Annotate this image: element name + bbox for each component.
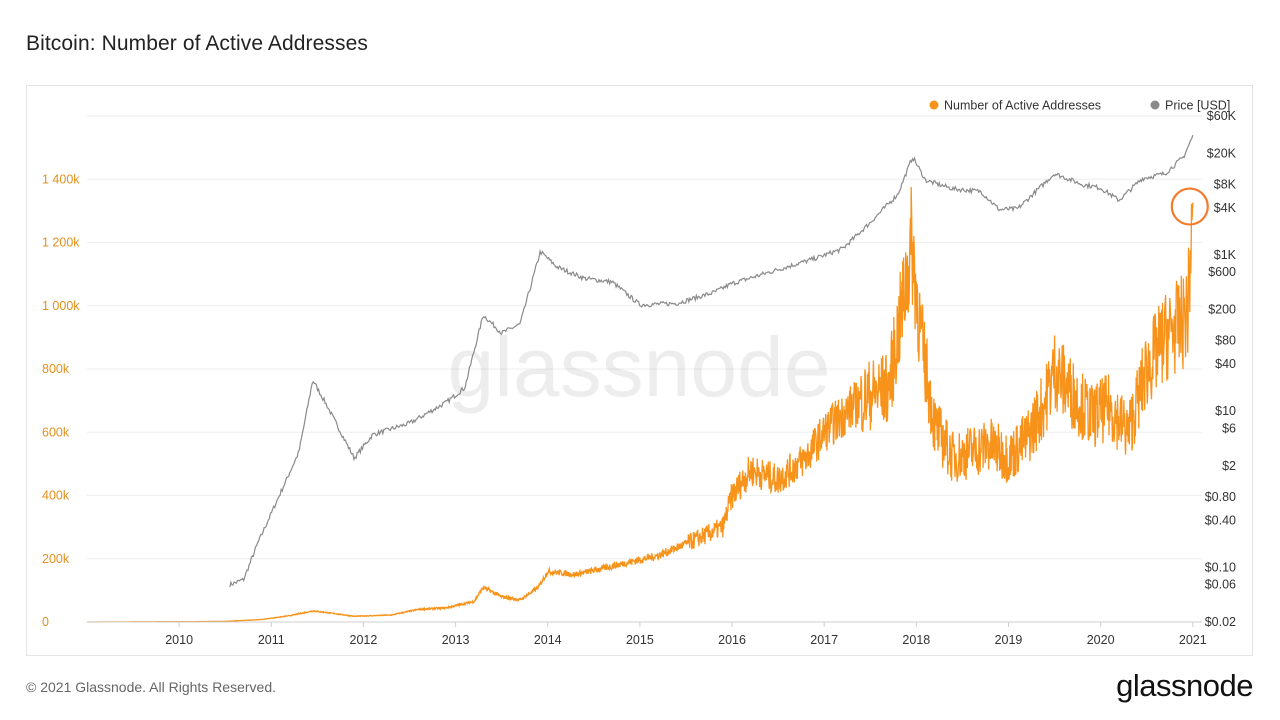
x-tick-label: 2015 (626, 633, 654, 647)
y-right-tick-label: $200 (1208, 303, 1236, 317)
y-right-tick-label: $0.10 (1205, 560, 1236, 574)
y-right-tick-label: $20K (1207, 146, 1237, 160)
active-addresses-series-line (87, 186, 1194, 623)
x-tick-label: 2021 (1179, 633, 1207, 647)
y-right-tick-label: $0.40 (1205, 513, 1236, 527)
chart-svg: glassnode 0 200k 400k 600k 800k 1 000k 1 200k 1… (42, 99, 1237, 648)
y-right-tick-label: $0.06 (1205, 578, 1236, 592)
x-tick-label: 2014 (534, 633, 562, 647)
y-right-tick-label: $6 (1222, 421, 1236, 435)
y-right-tick-label: $60K (1207, 109, 1237, 123)
y-left-tick-label: 400k (42, 489, 70, 503)
y-left-tick-label: 1 400k (42, 172, 80, 186)
y-right-tick-label: $2 (1222, 459, 1236, 473)
y-left-tick-label: 1 200k (42, 236, 80, 250)
x-tick-label: 2019 (995, 633, 1023, 647)
x-tick-label: 2020 (1087, 633, 1115, 647)
y-right-tick-label: $0.02 (1205, 615, 1236, 629)
legend-marker-price (1150, 100, 1160, 110)
y-right-tick-label: $8K (1214, 177, 1237, 191)
legend-label-price: Price [USD] (1165, 99, 1230, 113)
chart-frame: glassnode 0 200k 400k 600k 800k 1 000k 1 200k 1… (26, 85, 1253, 656)
chart-title: Bitcoin: Number of Active Addresses (26, 32, 368, 55)
y-right-tick-label: $1K (1214, 248, 1237, 262)
y-right-tick-label: $80 (1215, 334, 1236, 348)
y-left-tick-label: 800k (42, 362, 70, 376)
legend-marker-active-addresses (929, 100, 939, 110)
x-tick-label: 2011 (258, 633, 285, 647)
glassnode-logo: glassnode (1116, 668, 1253, 703)
y-left-tick-label: 0 (42, 615, 49, 629)
y-left-tick-label: 600k (42, 425, 70, 439)
y-right-tick-label: $40 (1215, 357, 1236, 371)
x-tick-label: 2018 (902, 633, 930, 647)
highlight-circle (1170, 187, 1209, 226)
y-left-tick-label: 200k (42, 552, 70, 566)
x-tick-label: 2013 (442, 633, 470, 647)
x-tick-label: 2016 (718, 633, 746, 647)
y-right-tick-label: $4K (1214, 201, 1237, 215)
x-tick-label: 2017 (810, 633, 838, 647)
x-tick-label: 2012 (350, 633, 378, 647)
y-right-tick-label: $10 (1215, 404, 1236, 418)
x-tick-label: 2010 (165, 633, 193, 647)
y-right-tick-label: $0.80 (1205, 490, 1236, 504)
watermark: glassnode (448, 320, 831, 414)
y-right-tick-label: $600 (1208, 265, 1236, 279)
legend-label-active-addresses: Number of Active Addresses (944, 99, 1101, 113)
y-left-tick-label: 1 000k (42, 299, 80, 313)
price-series-line (229, 135, 1194, 588)
copyright-text: © 2021 Glassnode. All Rights Reserved. (26, 679, 277, 695)
